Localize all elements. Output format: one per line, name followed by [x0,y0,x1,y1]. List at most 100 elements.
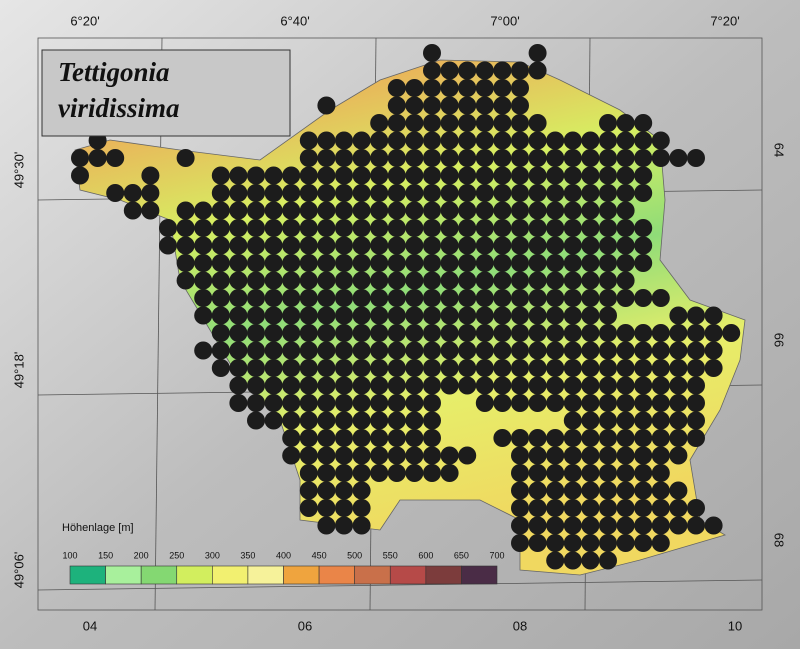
legend-label: 100 [62,550,77,560]
occurrence-dot [546,166,565,185]
occurrence-dot [458,359,477,377]
occurrence-dot [634,289,653,307]
occurrence-dot [634,219,653,237]
occurrence-dot [599,149,617,167]
occurrence-dot [405,166,424,185]
occurrence-dot [211,219,230,237]
occurrence-dot [458,306,477,325]
occurrence-dot [317,464,336,482]
occurrence-dot [423,324,441,342]
occurrence-dot [546,551,565,570]
right-label: 64 [772,143,787,157]
occurrence-dot [475,359,494,377]
occurrence-dot [493,236,512,255]
occurrence-dot [229,166,248,185]
occurrence-dot [687,411,705,430]
occurrence-dot [651,411,670,430]
occurrence-dot [475,184,494,202]
occurrence-dot [282,289,301,307]
occurrence-dot [335,254,353,272]
occurrence-dot [370,236,389,255]
occurrence-dot [423,446,441,465]
top-label: 6°40' [280,13,309,28]
occurrence-dot [352,341,371,360]
occurrence-dot [317,131,336,150]
occurrence-dot [423,376,441,395]
occurrence-dot [176,236,195,255]
occurrence-dot [599,166,617,185]
occurrence-dot [511,464,529,482]
occurrence-dot [669,149,688,167]
occurrence-dot [493,306,512,325]
occurrence-dot [722,324,741,342]
occurrence-dot [599,254,617,272]
legend-swatch [354,565,391,585]
occurrence-dot [616,446,635,465]
occurrence-dot [493,271,512,290]
occurrence-dot [440,306,459,325]
occurrence-dot [458,254,477,272]
occurrence-dot [634,376,653,395]
occurrence-dot [458,376,477,395]
occurrence-dot [511,201,529,220]
occurrence-dot [299,219,318,237]
occurrence-dot [546,481,565,500]
occurrence-dot [211,254,230,272]
occurrence-dot [352,516,371,535]
occurrence-dot [563,341,582,360]
occurrence-dot [352,201,371,220]
occurrence-dot [458,184,477,202]
occurrence-dot [405,394,424,412]
occurrence-dot [352,499,371,517]
occurrence-dot [440,131,459,150]
occurrence-dot [264,341,283,360]
legend-label: 150 [98,550,113,560]
occurrence-dot [493,324,512,342]
occurrence-dot [563,149,582,167]
occurrence-dot [634,254,653,272]
occurrence-dot [546,499,565,517]
occurrence-dot [423,44,441,62]
occurrence-dot [123,184,142,202]
occurrence-dot [440,201,459,220]
occurrence-dot [229,219,248,237]
occurrence-dot [546,149,565,167]
occurrence-dot [528,516,547,535]
occurrence-dot [581,289,600,307]
occurrence-dot [599,499,617,517]
occurrence-dot [440,96,459,115]
legend-swatch [140,565,178,585]
occurrence-dot [229,271,248,290]
occurrence-dot [475,236,494,255]
occurrence-dot [669,481,688,500]
occurrence-dot [563,324,582,342]
occurrence-dot [687,324,705,342]
top-label: 6°20' [70,13,99,28]
occurrence-dot [387,341,406,360]
occurrence-dot [599,289,617,307]
occurrence-dot [493,254,512,272]
occurrence-dot [704,306,723,325]
occurrence-dot [546,184,565,202]
occurrence-dot [581,219,600,237]
occurrence-dot [651,289,670,307]
occurrence-dot [317,499,336,517]
occurrence-dot [563,499,582,517]
legend-label: 650 [454,550,469,560]
occurrence-dot [563,131,582,150]
occurrence-dot [511,236,529,255]
legend-swatch [283,565,320,585]
occurrence-dot [317,411,336,430]
occurrence-dot [616,359,635,377]
occurrence-dot [616,219,635,237]
occurrence-dot [634,394,653,412]
occurrence-dot [581,411,600,430]
occurrence-dot [405,446,424,465]
occurrence-dot [405,149,424,167]
occurrence-dot [581,429,600,447]
legend: 100 150 200 250 300 350 400 450 500 550 600 650 700 [62,550,505,585]
occurrence-dot [704,341,723,360]
occurrence-dot [299,149,318,167]
occurrence-dot [423,341,441,360]
